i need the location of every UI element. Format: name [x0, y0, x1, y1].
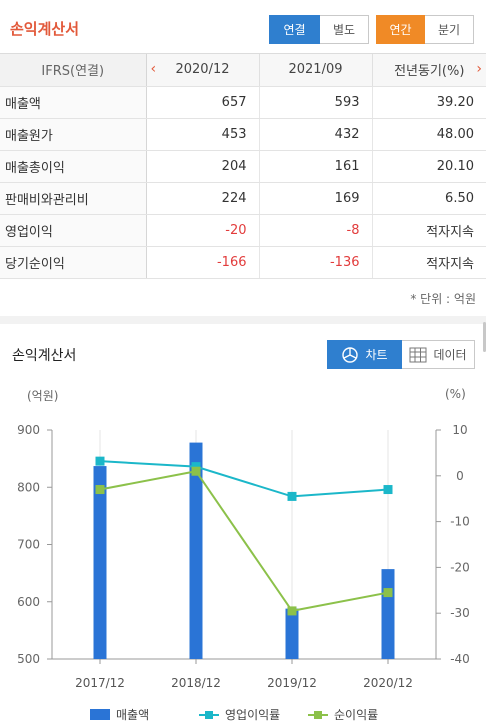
separate-tab[interactable]: 별도 — [320, 15, 369, 44]
x-tick-label: 2019/12 — [267, 676, 317, 690]
table-cell: 432 — [259, 118, 373, 151]
operating-margin-point — [191, 462, 201, 472]
table-cell: -20 — [146, 214, 260, 247]
income-statement-table: IFRS(연결) ‹ 2020/12 2021/09 전년동기(%) › 매출액… — [0, 54, 486, 279]
row-label: 당기순이익 — [0, 246, 147, 279]
revenue-bar — [93, 466, 107, 659]
table-cell: 593 — [259, 86, 373, 119]
column-header: 전년동기(%) › — [372, 54, 486, 87]
row-label: 매출원가 — [0, 118, 147, 151]
right-tick-label: 0 — [456, 469, 464, 483]
consolidated-tab[interactable]: 연결 — [269, 15, 320, 44]
legend-item-operating-margin[interactable]: 영업이익률 — [199, 706, 280, 723]
operating-margin-point — [287, 491, 297, 501]
row-label: 매출총이익 — [0, 150, 147, 183]
legend-swatch — [199, 710, 219, 719]
left-tick-label: 500 — [17, 652, 40, 666]
period-toggle: 연간 분기 — [376, 15, 474, 44]
row-label: 매출액 — [0, 86, 147, 119]
table-cell: 20.10 — [372, 150, 486, 183]
x-tick-label: 2017/12 — [75, 676, 125, 690]
column-header: 2021/09 — [259, 54, 373, 87]
consolidation-toggle: 연결 별도 — [269, 15, 369, 44]
right-tick-label: -30 — [450, 606, 470, 620]
row-label: 판매비와관리비 — [0, 182, 147, 215]
right-tick-label: -10 — [450, 515, 470, 529]
left-tick-label: 700 — [17, 538, 40, 552]
table-cell: 적자지속 — [372, 246, 486, 279]
section-divider — [0, 316, 486, 324]
table-cell: 169 — [259, 182, 373, 215]
legend-swatch — [90, 709, 110, 720]
chevron-left-icon[interactable]: ‹ — [150, 61, 157, 77]
chevron-right-icon[interactable]: › — [476, 61, 482, 77]
table-cell: -166 — [146, 246, 260, 279]
table-row: 당기순이익 -166 -136 적자지속 — [0, 246, 486, 279]
table-cell: 48.00 — [372, 118, 486, 151]
right-tick-label: -40 — [450, 652, 470, 666]
table-cell: 39.20 — [372, 86, 486, 119]
legend-item-net-margin[interactable]: 순이익률 — [308, 706, 378, 723]
ifrs-header: IFRS(연결) — [0, 54, 147, 87]
net-margin-point — [191, 466, 201, 476]
table-row: 판매비와관리비 224 169 6.50 — [0, 182, 486, 215]
left-axis-unit: (억원) — [27, 389, 59, 403]
operating-margin-point — [95, 456, 105, 466]
x-tick-label: 2018/12 — [171, 676, 221, 690]
revenue-bar — [189, 442, 203, 659]
annual-tab[interactable]: 연간 — [376, 15, 425, 44]
table-cell: 204 — [146, 150, 260, 183]
chart-view-button[interactable]: 차트 — [327, 340, 402, 369]
statement-header: 손익계산서 연결 별도 연간 분기 — [0, 0, 486, 54]
right-tick-label: 10 — [452, 423, 467, 437]
table-cell: 적자지속 — [372, 214, 486, 247]
quarterly-tab[interactable]: 분기 — [425, 15, 474, 44]
net-margin-point — [287, 606, 297, 616]
row-label: 영업이익 — [0, 214, 147, 247]
right-tick-label: -20 — [450, 560, 470, 574]
unit-note: * 단위 : 억원 — [410, 292, 476, 306]
left-tick-label: 600 — [17, 595, 40, 609]
statement-title: 손익계산서 — [10, 20, 80, 38]
table-row: 영업이익 -20 -8 적자지속 — [0, 214, 486, 247]
table-header-row: IFRS(연결) ‹ 2020/12 2021/09 전년동기(%) › — [0, 54, 486, 87]
net-margin-line — [99, 470, 389, 613]
operating-margin-line — [99, 460, 389, 498]
revenue-bar — [285, 608, 299, 659]
table-cell: 657 — [146, 86, 260, 119]
right-axis-unit: (%) — [445, 387, 466, 401]
column-header: ‹ 2020/12 — [146, 54, 260, 87]
table-grid-icon — [409, 347, 427, 362]
left-tick-label: 800 — [17, 480, 40, 494]
table-cell: 161 — [259, 150, 373, 183]
table-cell: 224 — [146, 182, 260, 215]
legend-item-revenue[interactable]: 매출액 — [90, 706, 149, 723]
revenue-bar — [381, 569, 395, 659]
table-cell: -8 — [259, 214, 373, 247]
table-row: 매출액 657 593 39.20 — [0, 86, 486, 119]
left-tick-label: 900 — [17, 423, 40, 437]
table-cell: 453 — [146, 118, 260, 151]
legend-swatch — [308, 710, 328, 719]
operating-margin-point — [383, 485, 393, 495]
table-row: 매출원가 453 432 48.00 — [0, 118, 486, 151]
table-cell: -136 — [259, 246, 373, 279]
table-row: 매출총이익 204 161 20.10 — [0, 150, 486, 183]
net-margin-point — [383, 588, 393, 598]
pie-chart-icon — [342, 346, 359, 363]
net-margin-point — [95, 485, 105, 495]
x-tick-label: 2020/12 — [363, 676, 413, 690]
scrollbar-thumb[interactable] — [483, 322, 486, 352]
data-view-button[interactable]: 데이터 — [402, 340, 475, 369]
chart-section-title: 손익계산서 — [12, 348, 77, 364]
table-cell: 6.50 — [372, 182, 486, 215]
